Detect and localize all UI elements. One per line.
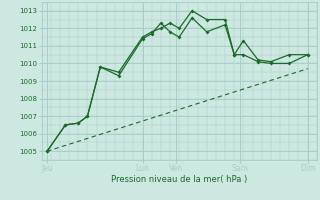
X-axis label: Pression niveau de la mer( hPa ): Pression niveau de la mer( hPa ): [111, 175, 247, 184]
